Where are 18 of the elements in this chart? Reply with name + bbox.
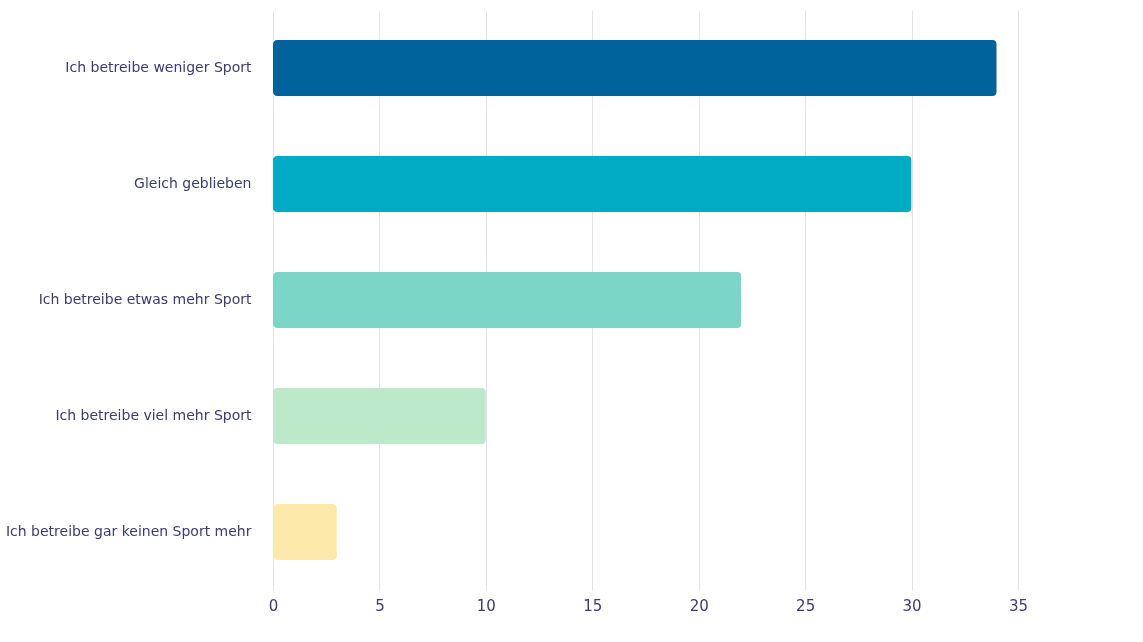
y-tick-label: Ich betreibe etwas mehr Sport xyxy=(38,291,252,307)
y-tick-label: Ich betreibe viel mehr Sport xyxy=(55,407,252,423)
x-tick-label: 30 xyxy=(902,596,922,615)
y-tick-label: Ich betreibe gar keinen Sport mehr xyxy=(5,523,252,539)
bar xyxy=(273,156,912,212)
x-tick-label: 5 xyxy=(375,596,385,615)
y-tick-label: Gleich geblieben xyxy=(134,175,252,191)
bar xyxy=(273,40,997,96)
x-tick-label: 10 xyxy=(476,596,496,615)
x-tick-label: 20 xyxy=(689,596,709,615)
x-tick-label: 25 xyxy=(796,596,816,615)
x-tick-label: 35 xyxy=(1008,596,1029,615)
bar xyxy=(273,504,337,560)
x-tick-label: 0 xyxy=(268,596,279,615)
bar xyxy=(273,272,742,328)
x-tick-label: 15 xyxy=(583,596,603,615)
bar xyxy=(273,388,486,444)
y-tick-label: Ich betreibe weniger Sport xyxy=(65,59,253,75)
